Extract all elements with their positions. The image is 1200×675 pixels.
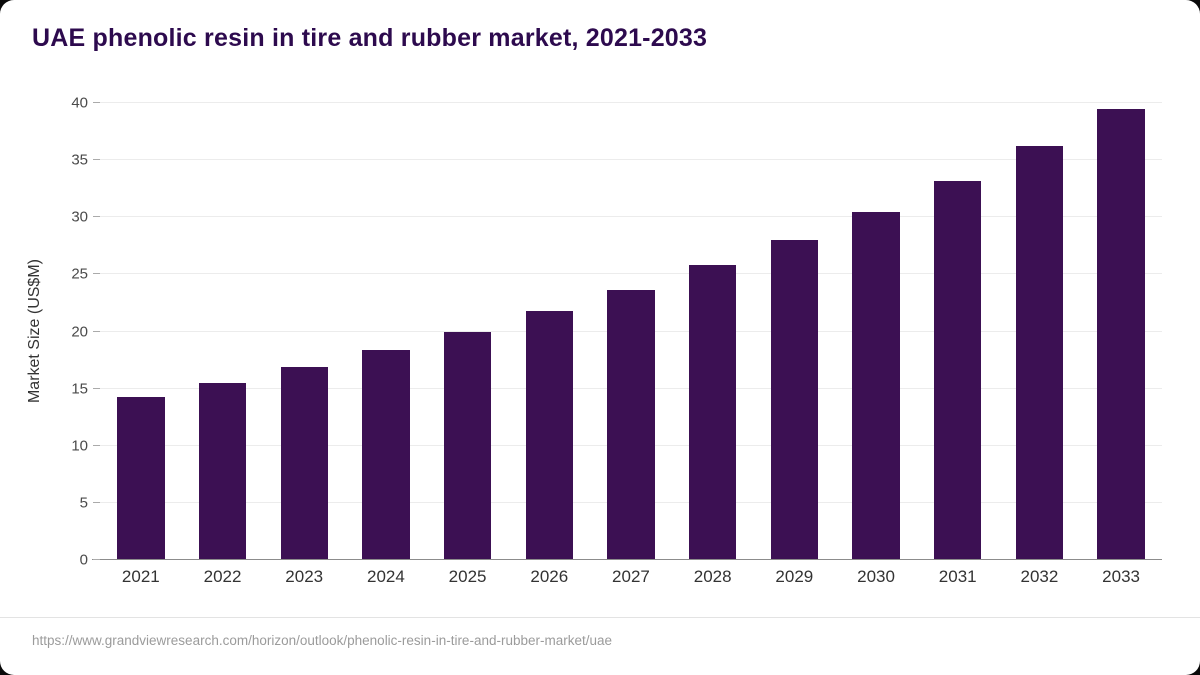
y-tick-mark xyxy=(93,387,100,389)
bar-slot xyxy=(590,103,672,560)
y-tick-label: 0 xyxy=(79,551,88,569)
y-tick-mark xyxy=(93,216,100,218)
gridline xyxy=(100,102,1162,103)
gridline xyxy=(100,273,1162,275)
y-tick-label: 20 xyxy=(71,323,88,340)
bar-2032 xyxy=(1015,146,1064,560)
bar-2027 xyxy=(607,290,655,560)
y-tick-mark xyxy=(93,102,100,103)
x-tick-label: 2032 xyxy=(1020,567,1059,586)
x-tick-label: 2025 xyxy=(448,567,487,586)
gridline xyxy=(100,159,1162,161)
y-tick-mark xyxy=(93,159,100,161)
y-tick-label: 35 xyxy=(71,151,88,169)
y-tick-mark xyxy=(93,330,100,332)
bar-slot xyxy=(917,103,999,560)
x-tick-label: 2022 xyxy=(203,567,242,586)
bar-2024 xyxy=(362,349,410,560)
bar-slot xyxy=(1080,103,1162,560)
y-tick-mark xyxy=(93,273,100,275)
bar-2029 xyxy=(770,240,819,560)
bar-2033 xyxy=(1097,108,1145,560)
x-tick-label: 2030 xyxy=(857,567,895,586)
bar-2022 xyxy=(198,382,247,560)
y-tick-label: 25 xyxy=(71,265,88,283)
bar-2026 xyxy=(525,310,573,560)
x-tick-label: 2024 xyxy=(366,567,405,586)
bar-slot xyxy=(508,103,590,560)
bar-2030 xyxy=(852,211,900,560)
y-axis-ticks: 0 5 10 15 20 25 30 35 40 xyxy=(0,95,88,569)
bar-slot xyxy=(263,103,345,560)
bar-2023 xyxy=(280,366,328,560)
x-tick-label: 2021 xyxy=(121,567,160,586)
x-tick-label: 2023 xyxy=(285,567,324,586)
y-tick-label: 10 xyxy=(71,437,88,455)
y-tick-label: 15 xyxy=(71,380,88,398)
source-url: https://www.grandviewresearch.com/horizo… xyxy=(32,633,613,648)
y-tick-label: 5 xyxy=(79,494,88,512)
y-tick-mark xyxy=(93,444,100,446)
y-tick-mark xyxy=(93,559,100,560)
y-tick-label: 40 xyxy=(71,94,88,112)
x-tick-label: 2028 xyxy=(693,567,732,586)
bar-slot xyxy=(427,103,509,560)
x-tick-label: 2031 xyxy=(938,567,977,586)
x-tick-label: 2026 xyxy=(530,567,569,586)
footer-divider xyxy=(0,617,1200,618)
bar-slot xyxy=(345,103,427,560)
bar-slot xyxy=(100,103,182,560)
bar-2031 xyxy=(934,180,982,560)
plot-area xyxy=(92,102,1162,560)
gridline xyxy=(100,216,1162,218)
bars-row xyxy=(100,103,1162,560)
bar-slot xyxy=(754,103,836,560)
bar-slot xyxy=(835,103,917,560)
chart-title: UAE phenolic resin in tire and rubber ma… xyxy=(32,24,708,52)
bar-slot xyxy=(182,103,264,560)
x-tick-label: 2027 xyxy=(612,567,650,586)
bar-2028 xyxy=(688,265,737,560)
x-axis-line xyxy=(92,559,1162,560)
x-tick-label: 2029 xyxy=(775,567,814,586)
x-tick-label: 2033 xyxy=(1102,567,1140,586)
bar-2021 xyxy=(117,396,165,560)
bar-2025 xyxy=(443,331,492,560)
x-axis-labels: 2021 2022 2023 2024 2025 2026 2027 2028 2029 2030… xyxy=(100,567,1162,587)
bar-slot xyxy=(672,103,754,560)
y-tick-label: 30 xyxy=(71,208,88,226)
y-tick-mark xyxy=(93,501,100,503)
bar-slot xyxy=(999,103,1081,560)
